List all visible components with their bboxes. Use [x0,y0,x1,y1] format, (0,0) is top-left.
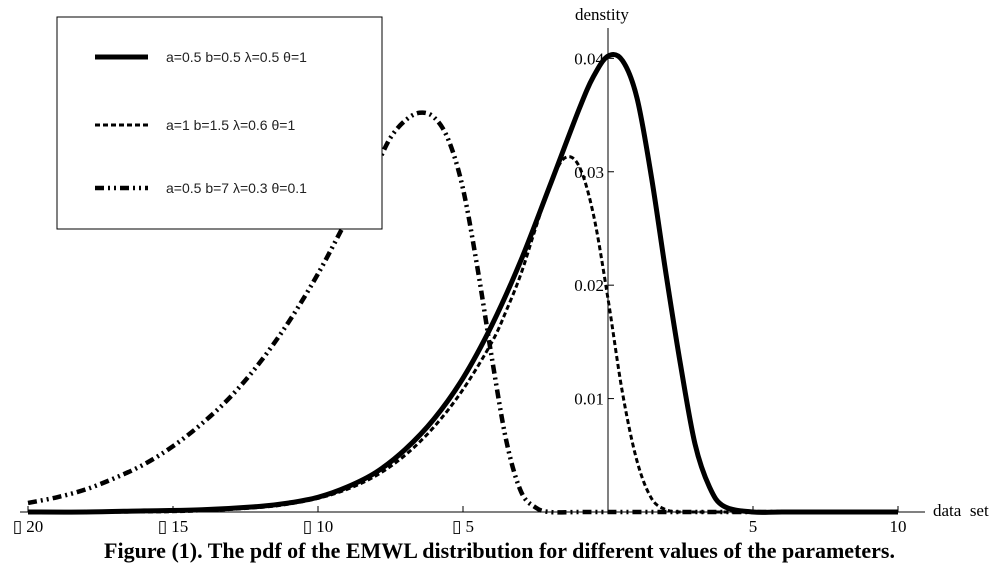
legend: a=0.5 b=0.5 λ=0.5 θ=1 a=1 b=1.5 λ=0.6 θ=1… [56,16,383,230]
x-tick-label: 10 [890,517,907,536]
x-ticks: ▯ 20 ▯ 15 ▯ 10 ▯ 5 5 10 [13,506,907,536]
x-tick-label: 5 [749,517,758,536]
y-tick-label: 0.01 [574,390,604,409]
legend-items: a=0.5 b=0.5 λ=0.5 θ=1 a=1 b=1.5 λ=0.6 θ=1… [95,49,307,196]
series-layer [27,52,898,515]
x-axis-label: data set [933,501,989,520]
y-axis-label: denstity [575,5,629,24]
y-ticks: 0.01 0.02 0.03 0.04 [574,49,614,409]
y-tick-label: 0.02 [574,276,604,295]
x-tick-label: ▯ 10 [303,517,334,536]
y-tick-label: 0.03 [574,163,604,182]
legend-box [56,16,383,230]
series-line-3 [27,110,898,515]
series-line-1 [27,52,898,515]
x-tick-label: ▯ 15 [158,517,189,536]
x-tick-label: ▯ 20 [13,517,44,536]
legend-label-1: a=0.5 b=0.5 λ=0.5 θ=1 [166,49,307,65]
legend-label-3: a=0.5 b=7 λ=0.3 θ=0.1 [166,180,307,196]
axes: ▯ 20 ▯ 15 ▯ 10 ▯ 5 5 10 0.01 0.02 0.03 0.04 data… [13,5,989,536]
x-tick-label: ▯ 5 [452,517,474,536]
figure-caption: Figure (1). The pdf of the EMWL distribu… [104,538,895,563]
legend-label-2: a=1 b=1.5 λ=0.6 θ=1 [166,117,295,133]
y-tick-label: 0.04 [574,49,604,68]
